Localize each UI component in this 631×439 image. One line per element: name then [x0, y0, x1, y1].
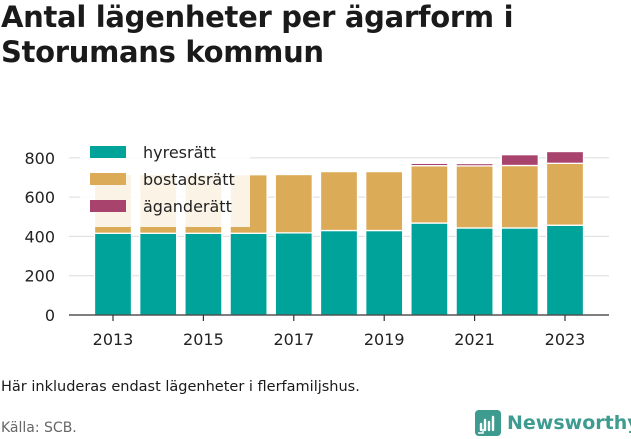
bar-segment — [455, 227, 494, 316]
bar-segment — [410, 222, 449, 316]
legend-swatch — [90, 146, 126, 158]
bar-segment — [274, 173, 313, 234]
legend-label: bostadsrätt — [143, 170, 235, 189]
bar-segment — [545, 162, 585, 226]
stacked-bar-chart: 0 200 400 600 800 2013 2015 2017 2019 2021 2023 h… — [24, 139, 609, 349]
legend-swatch — [90, 173, 126, 185]
bar-segment — [410, 162, 449, 167]
bar-segment — [455, 162, 494, 167]
bar-segment — [545, 150, 585, 164]
x-tick-label: 2023 — [545, 330, 586, 349]
bar-segment — [93, 232, 133, 316]
x-tick-label: 2017 — [273, 330, 314, 349]
bar-segment — [545, 224, 585, 316]
bar-segment — [410, 165, 449, 224]
legend: hyresrätt bostadsrätt äganderätt — [80, 139, 250, 227]
newsworthy-logo-icon — [475, 410, 501, 436]
bar-segment — [455, 165, 494, 229]
bar-segment — [500, 154, 539, 167]
y-axis-ticks: 0 200 400 600 800 — [24, 149, 55, 325]
bar-segment — [500, 227, 539, 316]
y-tick-label: 800 — [24, 149, 55, 168]
legend-label: hyresrätt — [143, 143, 216, 162]
source-text: Källa: SCB. — [1, 420, 77, 436]
bar-segment — [139, 232, 178, 316]
y-tick-label: 0 — [45, 306, 55, 325]
legend-label: äganderätt — [143, 197, 232, 216]
chart-note: Här inkluderas endast lägenheter i flerf… — [1, 379, 360, 395]
bar-segment — [229, 232, 268, 316]
bar-segment — [319, 170, 359, 232]
bar-segment — [365, 229, 404, 316]
x-tick-label: 2019 — [364, 330, 405, 349]
y-tick-label: 600 — [24, 188, 55, 207]
x-tick-label: 2013 — [93, 330, 134, 349]
bar-segment — [365, 170, 404, 232]
brand-logo[interactable]: Newsworthy — [475, 408, 631, 438]
bar-segment — [319, 229, 359, 316]
x-tick-label: 2015 — [183, 330, 224, 349]
bar-segment — [184, 232, 223, 316]
bar-segment — [500, 164, 539, 229]
bar-segment — [274, 232, 313, 316]
brand-name: Newsworthy — [507, 412, 631, 434]
y-tick-label: 400 — [24, 227, 55, 246]
x-axis-ticks: 2013 2015 2017 2019 2021 2023 — [93, 315, 586, 349]
chart-title: Antal lägenheter per ägarform i Storuman… — [1, 0, 514, 69]
legend-swatch — [90, 200, 126, 212]
x-tick-label: 2021 — [454, 330, 495, 349]
y-tick-label: 200 — [24, 267, 55, 286]
